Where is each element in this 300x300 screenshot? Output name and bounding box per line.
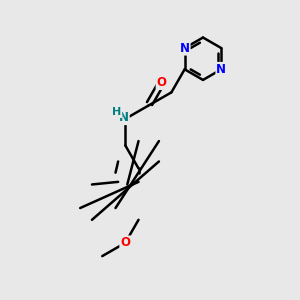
Text: O: O — [120, 236, 130, 249]
Text: O: O — [157, 76, 166, 89]
Text: N: N — [180, 42, 190, 55]
Text: H: H — [112, 107, 122, 117]
Text: N: N — [216, 63, 226, 76]
Text: N: N — [119, 111, 129, 124]
